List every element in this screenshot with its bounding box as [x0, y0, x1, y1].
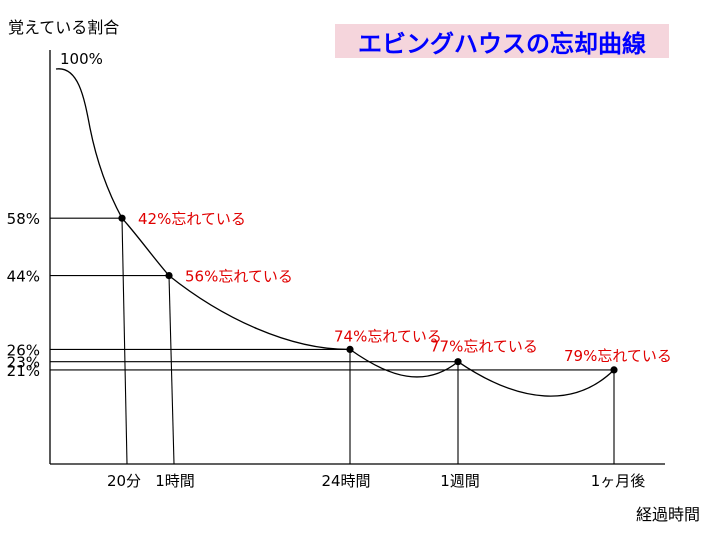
- forgotten-annotation: 77%忘れている: [430, 338, 538, 356]
- forgotten-annotation: 79%忘れている: [564, 347, 672, 365]
- chart-title-background: [335, 24, 669, 58]
- y-axis-label: 覚えている割合: [8, 18, 119, 37]
- data-point: [454, 358, 462, 366]
- y-value-label: 44%: [7, 268, 40, 286]
- data-point: [346, 345, 354, 353]
- y-value-label: 21%: [7, 362, 40, 380]
- curve-points: 58% 42%忘れている 20分 44% 56%忘れている 1時間 26% 74%忘れている 2…: [7, 210, 672, 490]
- forgetting-curve-line: [55, 68, 615, 397]
- y-value-label: 26%: [7, 341, 40, 359]
- x-tick-label: 24時間: [321, 472, 370, 490]
- forgotten-annotation: 74%忘れている: [334, 327, 442, 345]
- x-tick-label: 1ヶ月後: [591, 472, 646, 490]
- chart-title: エビングハウスの忘却曲線: [358, 30, 646, 58]
- forgotten-annotation: 56%忘れている: [185, 268, 293, 286]
- y-value-label: 23%: [7, 354, 40, 372]
- x-axis-label: 経過時間: [636, 505, 700, 524]
- data-point: [610, 366, 618, 374]
- guide-line-vertical: [121, 218, 128, 465]
- start-label: 100%: [60, 50, 103, 68]
- y-value-label: 58%: [7, 210, 40, 228]
- data-point: [165, 272, 173, 280]
- x-tick-label: 1週間: [440, 472, 480, 490]
- x-tick-label: 20分: [107, 472, 141, 490]
- x-tick-label: 1時間: [155, 472, 195, 490]
- forgotten-annotation: 42%忘れている: [138, 210, 246, 228]
- data-point: [118, 214, 126, 222]
